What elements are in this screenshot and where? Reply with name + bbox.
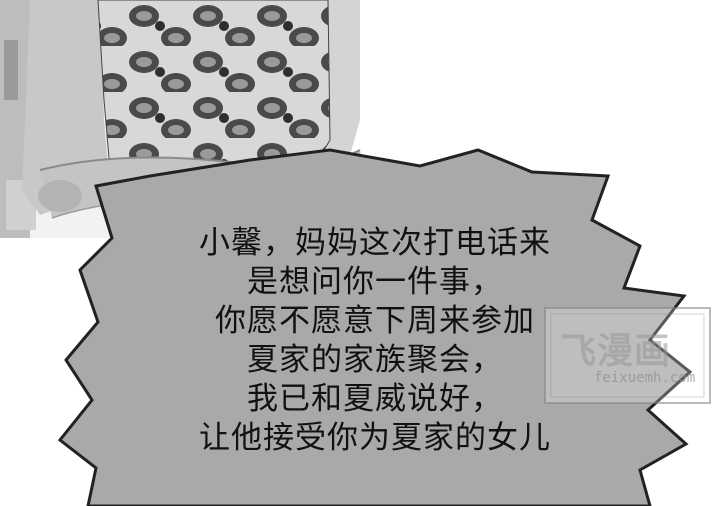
dress-illustration bbox=[0, 0, 392, 238]
dialogue-text: 小馨，妈妈这次打电话来 是想问你一件事， 你愿不愿意下周来参加 夏家的家族聚会，… bbox=[110, 224, 640, 458]
dialogue-line: 是想问你一件事， bbox=[247, 264, 503, 300]
photo-panel bbox=[0, 0, 392, 238]
dialogue-line: 夏家的家族聚会， bbox=[247, 342, 503, 378]
watermark-frame bbox=[544, 307, 711, 404]
bubble-shape bbox=[57, 148, 693, 506]
dialogue-line: 我已和夏威说好， bbox=[247, 381, 503, 417]
dialogue-line: 小馨，妈妈这次打电话来 bbox=[199, 225, 551, 261]
watermark-url: feixuemh.com bbox=[594, 370, 696, 386]
dialogue-line: 你愿不愿意下周来参加 bbox=[215, 303, 535, 339]
watermark-title: 飞漫画 bbox=[560, 331, 672, 372]
dialogue-line: 让他接受你为夏家的女儿 bbox=[199, 420, 551, 456]
